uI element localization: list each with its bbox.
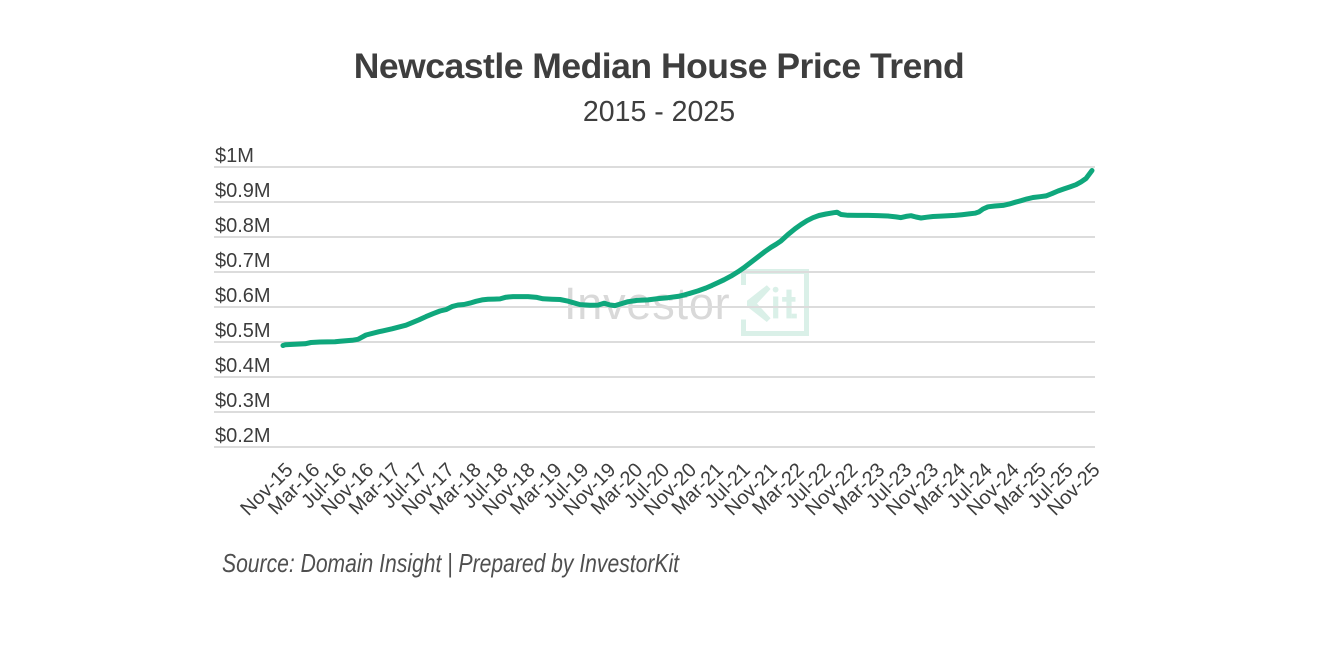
svg-text:2015 - 2025: 2015 - 2025 — [583, 96, 735, 128]
svg-text:Newcastle Median House Price T: Newcastle Median House Price Trend — [354, 46, 964, 86]
svg-text:$1M: $1M — [215, 145, 254, 167]
svg-text:Source: Domain Insight | Prepa: Source: Domain Insight | Prepared by Inv… — [222, 548, 680, 578]
svg-text:$0.5M: $0.5M — [215, 320, 271, 342]
svg-text:$0.6M: $0.6M — [215, 285, 271, 307]
svg-text:$0.4M: $0.4M — [215, 355, 271, 377]
svg-text:$0.7M: $0.7M — [215, 250, 271, 272]
svg-text:$0.2M: $0.2M — [215, 425, 271, 447]
svg-text:$0.8M: $0.8M — [215, 215, 271, 237]
svg-text:$0.9M: $0.9M — [215, 180, 271, 202]
svg-text:$0.3M: $0.3M — [215, 390, 271, 412]
